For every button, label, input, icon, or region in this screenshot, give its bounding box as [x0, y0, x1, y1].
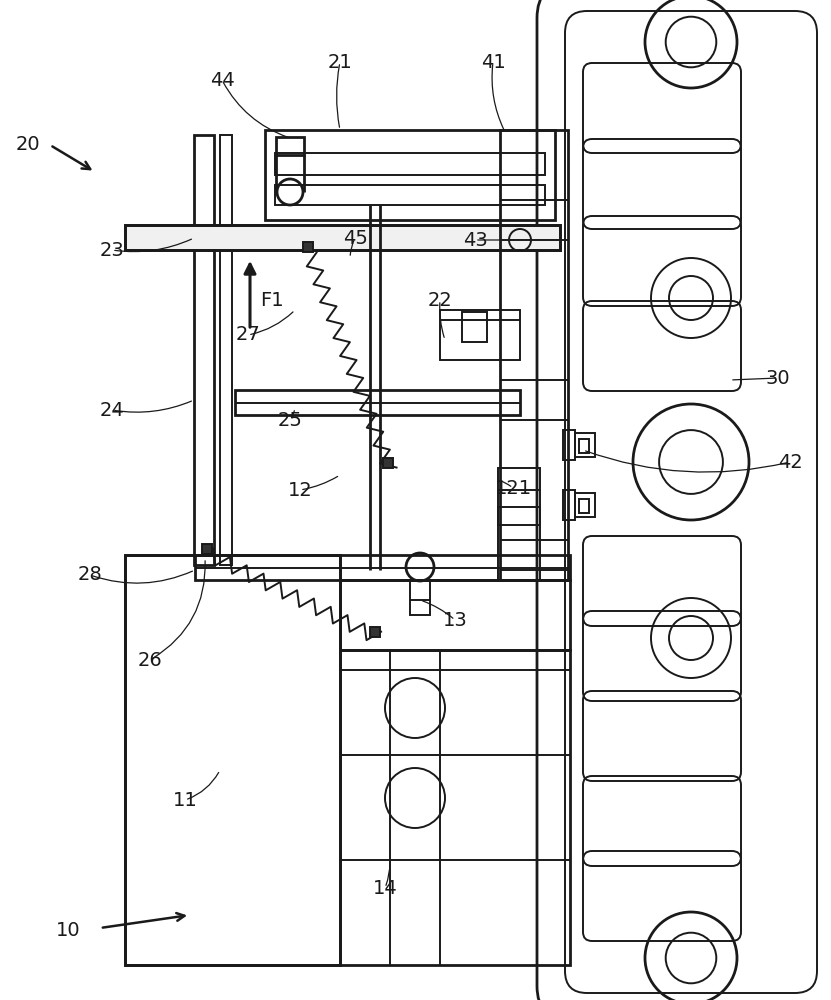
Text: 23: 23: [100, 240, 125, 259]
Text: 20: 20: [16, 135, 41, 154]
Text: 45: 45: [342, 229, 367, 247]
Text: 14: 14: [372, 879, 397, 898]
Text: 121: 121: [494, 479, 532, 497]
Text: 26: 26: [138, 650, 162, 670]
Text: 28: 28: [77, 566, 102, 584]
Text: F1: F1: [260, 290, 283, 310]
Bar: [440, 310, 520, 360]
Bar: [563, 430, 575, 460]
Bar: [202, 544, 212, 554]
Bar: [194, 135, 214, 565]
Bar: [498, 507, 540, 525]
Bar: [383, 458, 393, 468]
Text: 13: 13: [443, 610, 467, 630]
Bar: [579, 439, 589, 453]
Bar: [275, 185, 545, 205]
Bar: [563, 490, 575, 520]
Bar: [575, 493, 595, 517]
Bar: [303, 242, 313, 252]
Bar: [125, 225, 560, 250]
Bar: [498, 468, 540, 490]
Bar: [125, 555, 340, 965]
Bar: [195, 555, 570, 580]
Bar: [125, 225, 560, 250]
Bar: [220, 135, 232, 565]
Text: 27: 27: [236, 326, 260, 344]
Bar: [500, 130, 568, 580]
Text: 11: 11: [173, 790, 198, 810]
Text: 43: 43: [463, 231, 487, 249]
Text: 12: 12: [288, 481, 312, 499]
Bar: [235, 390, 520, 415]
Bar: [410, 580, 430, 615]
Bar: [340, 580, 570, 650]
Bar: [275, 153, 545, 175]
Text: 21: 21: [327, 52, 352, 72]
Bar: [462, 312, 487, 342]
Text: 22: 22: [428, 290, 452, 310]
Bar: [125, 555, 340, 965]
Text: 25: 25: [278, 410, 302, 430]
Bar: [276, 137, 304, 155]
Bar: [579, 499, 589, 513]
Text: 30: 30: [765, 368, 790, 387]
Text: 10: 10: [56, 920, 81, 940]
Bar: [265, 130, 555, 220]
Bar: [575, 433, 595, 457]
Text: 24: 24: [100, 400, 125, 420]
Text: 42: 42: [778, 452, 803, 472]
Bar: [370, 627, 380, 637]
FancyBboxPatch shape: [537, 0, 831, 1000]
Bar: [340, 650, 570, 965]
Text: 44: 44: [209, 70, 234, 90]
Text: 41: 41: [480, 52, 505, 72]
